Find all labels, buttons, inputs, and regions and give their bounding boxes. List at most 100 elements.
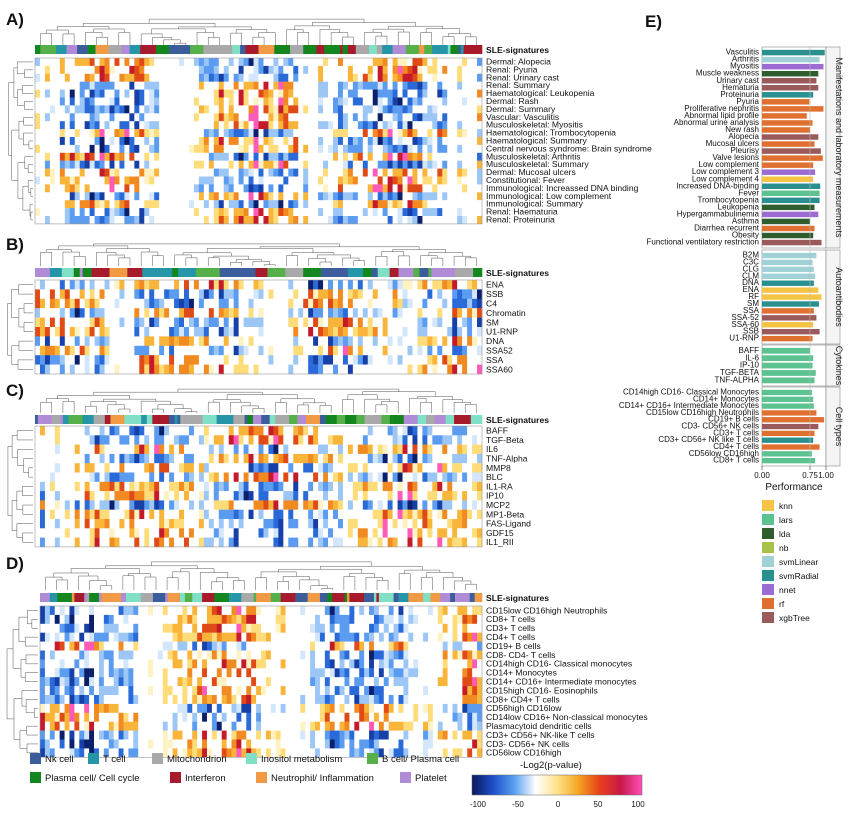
heatmap-cell: [174, 355, 180, 365]
heatmap-cell: [342, 208, 349, 217]
heatmap-cell: [452, 65, 458, 74]
heatmap-cell: [129, 472, 135, 482]
heatmap-cell: [427, 528, 433, 538]
heatmap-cell: [452, 509, 458, 520]
signature-cell: [300, 268, 304, 277]
heatmap-cell: [39, 317, 46, 328]
heatmap-cell: [184, 192, 190, 201]
heatmap-cell: [258, 519, 264, 529]
heatmap-cell: [288, 168, 294, 177]
heatmap-cell: [218, 289, 225, 299]
heatmap-cell: [198, 280, 205, 290]
heatmap-cell: [89, 121, 95, 130]
heatmap-cell: [457, 500, 463, 510]
heatmap-cell: [154, 280, 160, 290]
heatmap-cell: [238, 113, 244, 122]
signature-cell: [327, 268, 331, 277]
signature-cell: [264, 268, 268, 277]
heatmap-cell: [432, 113, 438, 122]
signature-cell: [349, 593, 353, 602]
signature-cell: [389, 268, 393, 277]
heatmap-cell: [39, 426, 46, 436]
heatmap-cell: [79, 216, 85, 225]
signature-cell: [169, 268, 173, 277]
heatmap-cell: [238, 364, 244, 375]
heatmap-cell: [149, 152, 155, 161]
heatmap-cell: [308, 364, 314, 375]
heatmap-cell: [387, 81, 393, 90]
signature-cell: [182, 593, 186, 602]
column-dendrogram-branch: [364, 398, 391, 413]
heatmap-cell: [109, 152, 115, 161]
heatmap-cell: [213, 317, 220, 328]
heatmap-cell: [114, 160, 120, 169]
heatmap-cell: [342, 81, 349, 90]
heatmap-cell: [288, 289, 294, 299]
signature-cell: [361, 415, 365, 424]
signature-cell: [211, 593, 215, 602]
column-dendrogram-branch: [96, 252, 117, 266]
heatmap-cell: [59, 58, 66, 67]
heatmap-cell: [278, 327, 284, 337]
heatmap-cell: [184, 355, 190, 365]
heatmap-cell: [422, 184, 428, 193]
signature-cell: [108, 45, 112, 54]
heatmap-cell: [298, 444, 304, 455]
heatmap-cell: [223, 308, 229, 318]
heatmap-cell: [104, 308, 110, 318]
heatmap-cell: [258, 345, 264, 356]
heatmap-cell: [149, 129, 155, 138]
heatmap-cell: [129, 144, 135, 153]
heatmap-cell: [387, 327, 393, 337]
heatmap-cell: [422, 58, 428, 67]
heatmap-cell: [94, 519, 100, 529]
heatmap-cell: [367, 308, 374, 318]
heatmap-cell: [407, 73, 413, 82]
heatmap-cell: [422, 491, 428, 501]
heatmap-cell: [84, 152, 90, 161]
heatmap-cell: [352, 308, 359, 318]
signature-cell: [183, 415, 187, 424]
heatmap-cell: [417, 509, 423, 520]
column-dendrogram-branch: [57, 26, 110, 31]
heatmap-cell: [362, 105, 369, 114]
heatmap-cell: [273, 160, 279, 169]
heatmap-cell: [357, 345, 364, 356]
heatmap-cell: [169, 355, 175, 365]
signature-cell: [261, 593, 264, 602]
signature-cell: [319, 593, 323, 602]
heatmap-cell: [333, 345, 339, 356]
signature-cell: [60, 415, 64, 424]
signature-cell: [137, 45, 141, 54]
heatmap-cell: [233, 89, 239, 98]
signature-cell: [179, 45, 183, 54]
heatmap-cell: [179, 519, 185, 529]
heatmap-cell: [402, 289, 408, 299]
heatmap-cell: [407, 129, 413, 138]
heatmap-cell: [129, 528, 135, 538]
heatmap-cell: [213, 481, 220, 492]
row-label: FAS-Ligand: [486, 519, 531, 529]
heatmap-cell: [347, 137, 354, 146]
heatmap-cell: [179, 129, 185, 138]
heatmap-cell: [278, 435, 284, 445]
heatmap-cell: [208, 435, 215, 445]
heatmap-cell: [79, 345, 85, 356]
heatmap-cell: [193, 121, 200, 130]
heatmap-cell: [184, 65, 190, 74]
heatmap-cell: [119, 160, 125, 169]
heatmap-cell: [447, 481, 453, 492]
heatmap-cell: [167, 606, 173, 616]
heatmap-cell: [109, 144, 115, 153]
heatmap-cell: [35, 97, 41, 106]
heatmap-cell: [442, 137, 448, 146]
heatmap-cell: [99, 345, 105, 356]
column-dendrogram-branch: [376, 579, 389, 590]
heatmap-cell: [313, 105, 319, 114]
heatmap-cell: [402, 58, 408, 67]
heatmap-cell: [59, 481, 66, 492]
signature-cell: [54, 593, 58, 602]
heatmap-cell: [218, 144, 225, 153]
column-dendrogram-branch: [381, 401, 399, 413]
heatmap-cell: [59, 280, 66, 290]
